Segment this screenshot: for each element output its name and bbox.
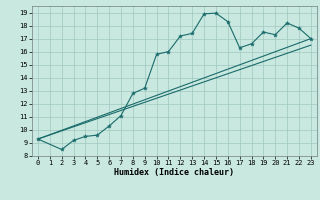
X-axis label: Humidex (Indice chaleur): Humidex (Indice chaleur) — [115, 168, 234, 177]
